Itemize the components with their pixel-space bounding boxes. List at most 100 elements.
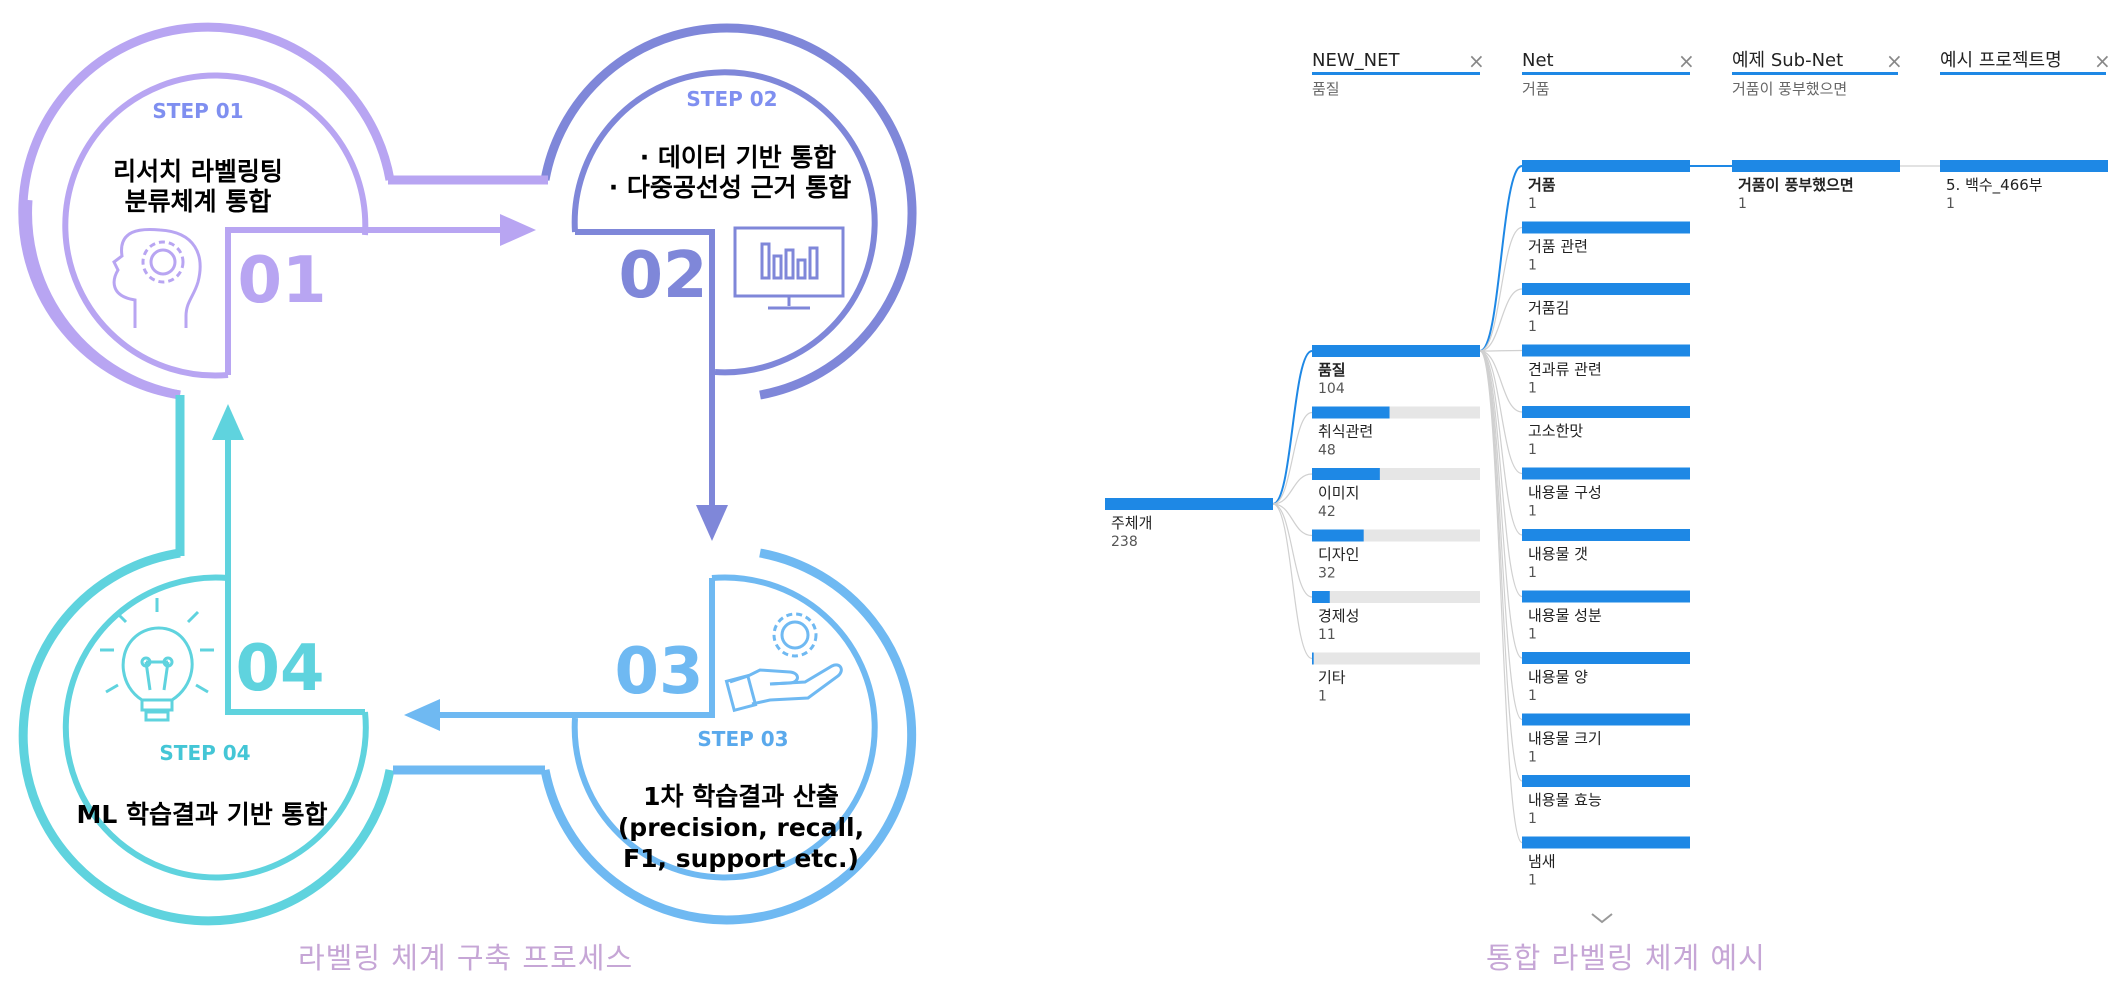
step-01-number: 01	[237, 244, 326, 318]
bar-fill	[1522, 529, 1690, 541]
monitor-chart-icon	[733, 226, 845, 310]
tree-link	[1479, 349, 1523, 352]
node-label: 거품	[1528, 176, 1556, 194]
tree-node-level2[interactable]: 거품 1	[1522, 160, 1690, 212]
step-03-number: 03	[614, 635, 703, 709]
node-label: 내용물 양	[1528, 668, 1588, 686]
tree-link	[1479, 226, 1523, 352]
tree-link	[1479, 350, 1523, 536]
step-03-text-line-2: (precision, recall,	[618, 813, 864, 842]
step-02-label: STEP 02	[686, 87, 777, 111]
step-04-label: STEP 04	[159, 741, 250, 765]
tree-node-level1[interactable]: 이미지 42	[1312, 468, 1480, 520]
tree-node-level2[interactable]: 고소한맛 1	[1522, 406, 1690, 458]
bar-fill	[1522, 221, 1690, 234]
node-value: 42	[1318, 504, 1336, 520]
tree-node-level2[interactable]: 냄새 1	[1522, 836, 1690, 889]
bar-fill	[1522, 406, 1690, 418]
arrow-2-3-head	[696, 505, 728, 541]
tree-node-level2[interactable]: 내용물 양 1	[1522, 652, 1690, 704]
close-icon[interactable]: ×	[2094, 49, 2111, 73]
node-value: 1	[1528, 258, 1537, 274]
node-label: 내용물 구성	[1528, 484, 1602, 502]
node-label: 취식관련	[1318, 423, 1373, 441]
column-header-sub-net[interactable]: 예제 Sub-Net × 거품이 풍부했으면	[1732, 49, 1903, 98]
step-04: STEP 04 ML 학습결과 기반 통합 04	[77, 598, 328, 829]
bar-fill	[1312, 652, 1314, 665]
bar-fill	[1522, 652, 1690, 664]
bar-fill	[1522, 344, 1690, 357]
node-label: 거품 관련	[1528, 238, 1588, 256]
step-04-text-line-1: ML 학습결과 기반 통합	[77, 800, 328, 829]
tree-nodes: 주체개238품질104취식관련48이미지42디자인32경제성11기타1거품1거품…	[1105, 160, 2108, 889]
bar-fill	[1522, 160, 1690, 172]
tree-caption: 통합 라벨링 체계 예시	[1486, 941, 1766, 975]
chevron-down-icon[interactable]	[1591, 913, 1613, 924]
node-value: 1	[1528, 196, 1537, 212]
node-value: 238	[1111, 534, 1138, 550]
tree-node-level2[interactable]: 거품김 1	[1522, 283, 1690, 335]
tree-node-root[interactable]: 주체개 238	[1105, 498, 1273, 550]
column-underline	[1522, 72, 1690, 75]
tree-link	[1479, 350, 1523, 413]
node-value: 1	[1528, 442, 1537, 458]
node-label: 5. 백수_466부	[1946, 176, 2043, 195]
tree-node-level1[interactable]: 경제성 11	[1312, 591, 1480, 643]
arrow-3-4-head	[404, 699, 440, 731]
decomposition-tree: NEW_NET × 품질 Net × 거품 예제 Sub-Net × 거품이 풍…	[1105, 49, 2111, 924]
column-subtitle: 품질	[1312, 80, 1340, 98]
node-label: 견과류 관련	[1528, 361, 1602, 379]
tree-links	[1272, 165, 1940, 844]
column-header-net[interactable]: Net × 거품	[1522, 49, 1695, 98]
step-04-outer-ring	[18, 548, 395, 926]
node-label: 기타	[1318, 669, 1346, 687]
bar-track	[1312, 652, 1480, 665]
tree-node-level2[interactable]: 내용물 크기 1	[1522, 713, 1690, 766]
step-01-inner-arc	[62, 72, 369, 379]
step-03-text-line-1: 1차 학습결과 산출	[643, 782, 839, 811]
tree-node-level3[interactable]: 거품이 풍부했으면 1	[1732, 160, 1900, 212]
node-value: 1	[1738, 196, 1747, 212]
bar-fill	[1522, 467, 1690, 480]
step-03: STEP 03 1차 학습결과 산출 (precision, recall, F…	[614, 612, 864, 873]
node-label: 품질	[1318, 361, 1346, 379]
tree-node-level2[interactable]: 내용물 구성 1	[1522, 467, 1690, 520]
tree-node-level2[interactable]: 내용물 성분 1	[1522, 590, 1690, 643]
tree-link	[1272, 503, 1313, 537]
node-value: 1	[1528, 627, 1537, 643]
node-label: 내용물 크기	[1528, 730, 1602, 748]
tree-link	[1479, 288, 1523, 352]
column-header-project[interactable]: 예시 프로젝트명 ×	[1940, 49, 2111, 75]
arrow-4-1-line	[225, 440, 365, 715]
node-value: 1	[1528, 319, 1537, 335]
column-title: NEW_NET	[1312, 50, 1400, 71]
tree-node-level2[interactable]: 견과류 관련 1	[1522, 344, 1690, 397]
tree-node-level2[interactable]: 내용물 갯 1	[1522, 529, 1690, 581]
close-icon[interactable]: ×	[1468, 49, 1485, 73]
step-04-number: 04	[235, 632, 324, 706]
step-03-outer-ring	[540, 548, 917, 925]
node-label: 경제성	[1318, 607, 1359, 625]
tree-node-level2[interactable]: 거품 관련 1	[1522, 221, 1690, 274]
tree-node-level1[interactable]: 취식관련 48	[1312, 406, 1480, 459]
column-title: 예시 프로젝트명	[1940, 50, 2062, 71]
tree-link	[1479, 350, 1523, 721]
step-01: STEP 01 리서치 라벨링팅 분류체계 통합 01	[112, 99, 327, 328]
node-label: 내용물 성분	[1528, 607, 1602, 625]
step-03-text-line-3: F1, support etc.)	[623, 844, 859, 873]
hand-gear-icon	[724, 612, 843, 713]
tree-node-level2[interactable]: 내용물 효능 1	[1522, 775, 1690, 827]
tree-node-level1[interactable]: 기타 1	[1312, 652, 1480, 705]
step-02-text-line-1: · 데이터 기반 통합	[640, 143, 837, 172]
column-subtitle: 거품이 풍부했으면	[1732, 80, 1847, 98]
node-value: 104	[1318, 381, 1345, 397]
close-icon[interactable]: ×	[1886, 49, 1903, 73]
tree-link	[1272, 503, 1313, 598]
tree-node-level1[interactable]: 디자인 32	[1312, 529, 1480, 582]
close-icon[interactable]: ×	[1678, 49, 1695, 73]
tree-node-level1[interactable]: 품질 104	[1312, 345, 1480, 397]
step-01-text-line-1: 리서치 라벨링팅	[113, 157, 283, 186]
step-02-outer-ring	[540, 23, 917, 400]
column-header-new-net[interactable]: NEW_NET × 품질	[1312, 49, 1485, 98]
